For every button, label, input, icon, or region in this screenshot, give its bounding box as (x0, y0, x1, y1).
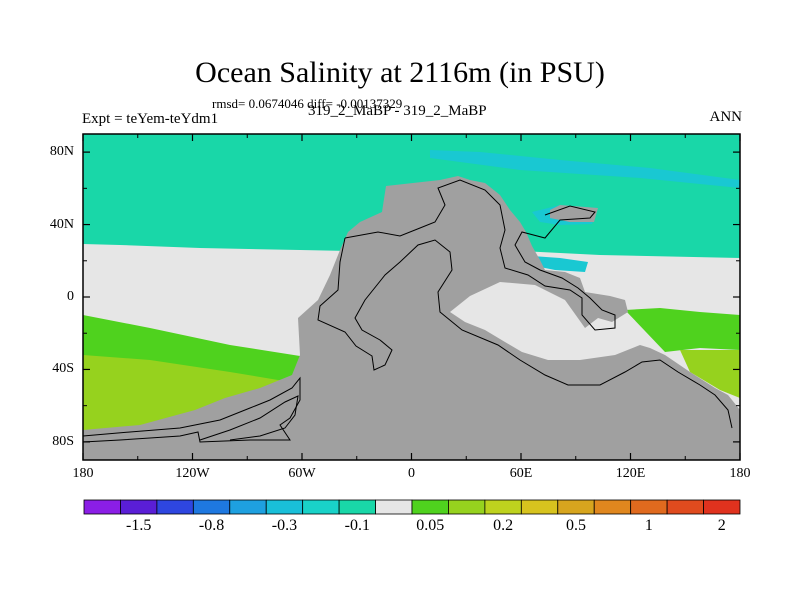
x-tick-label: 60W (288, 466, 316, 481)
x-tick-label: 60E (509, 466, 533, 481)
colorbar-label: 0.2 (493, 517, 514, 534)
axis-ticks (82, 134, 741, 460)
x-tick-label: 120W (175, 466, 210, 481)
colorbar-label: -0.1 (344, 517, 370, 534)
season-label: ANN (709, 109, 743, 125)
colorbar-swatch (229, 499, 267, 515)
coastline-contour (199, 395, 299, 441)
colorbar-label: -0.3 (271, 517, 298, 534)
y-tick-label: 40N (49, 216, 74, 232)
y-tick-label: 80N (49, 144, 74, 160)
x-tick-label: 180 (729, 466, 751, 481)
colorbar-swatch (83, 499, 121, 515)
experiment-label: Expt = teYem-teYdm1 (82, 111, 219, 127)
colorbar-swatch (338, 499, 376, 515)
colorbar-label: 0.05 (416, 517, 445, 534)
colorbar-swatch (448, 499, 486, 515)
colorbar-swatch (375, 499, 413, 515)
x-tick-label: 120E (615, 466, 646, 481)
colorbar-label: 1 (644, 517, 653, 534)
colorbar-swatch (156, 499, 194, 515)
map-field (83, 134, 740, 460)
colorbar-swatch (666, 499, 704, 515)
colorbar-swatch (411, 499, 449, 515)
coastline-contour (317, 237, 733, 429)
case-label: 319_2_MaBP - 319_2_MaBP (308, 103, 487, 119)
colorbar-swatch (302, 499, 340, 515)
coastline-contour (344, 179, 616, 331)
colorbar-swatch (265, 499, 304, 515)
coastline-contour (83, 376, 301, 443)
stats-line: rmsd= 0.0674046 diff= -0.00137329 (212, 96, 403, 111)
colorbar-swatch (593, 499, 632, 515)
east-lightgreen-region (625, 308, 740, 352)
red-sea-cyan-region (532, 256, 588, 272)
colorbar-label: -0.8 (198, 517, 225, 534)
y-tick-label: 0 (67, 289, 74, 304)
y-tick-label: 40S (52, 361, 74, 377)
colorbar-swatch (484, 499, 522, 515)
x-tick-label: 0 (408, 466, 415, 481)
y-tick-label: 80S (52, 433, 74, 449)
x-tick-label: 180 (72, 466, 94, 481)
plot-title: Ocean Salinity at 2116m (in PSU) (195, 56, 605, 89)
colorbar-label: -1.5 (125, 517, 152, 534)
colorbar-label: 0.5 (566, 517, 586, 534)
colorbar-label: 2 (717, 517, 726, 534)
colorbar (83, 499, 741, 515)
south-green-region (83, 355, 290, 445)
arctic-cyan-region (430, 150, 740, 188)
colorbar-swatch (630, 499, 668, 515)
colorbar-swatch (557, 499, 595, 515)
colorbar-swatch (703, 499, 741, 515)
colorbar-swatch (192, 499, 231, 515)
colorbar-swatch (520, 499, 559, 515)
land-mass (83, 176, 740, 460)
east-green-region (680, 350, 740, 398)
colorbar-swatch (120, 499, 158, 515)
